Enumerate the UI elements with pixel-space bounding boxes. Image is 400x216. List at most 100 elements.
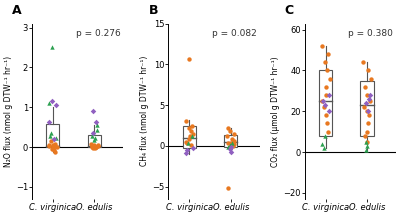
Point xyxy=(364,130,370,133)
Point xyxy=(48,139,54,143)
Point xyxy=(319,99,325,103)
Point xyxy=(49,147,56,151)
Point xyxy=(362,101,369,105)
Point xyxy=(366,97,372,101)
Point xyxy=(229,141,235,144)
Point xyxy=(46,102,52,105)
Point xyxy=(90,144,96,148)
Text: B: B xyxy=(148,3,158,17)
Point xyxy=(49,100,56,103)
Point xyxy=(326,110,332,113)
Point xyxy=(362,134,368,137)
Point xyxy=(185,142,192,145)
Point xyxy=(50,143,56,146)
Point xyxy=(186,138,192,141)
Point xyxy=(324,69,331,72)
Text: p = 0.082: p = 0.082 xyxy=(212,29,257,38)
Bar xyxy=(224,135,237,147)
Point xyxy=(89,145,95,149)
Point xyxy=(50,137,57,141)
Point xyxy=(228,151,234,154)
Point xyxy=(46,143,52,147)
Point xyxy=(182,120,189,123)
Point xyxy=(92,145,99,149)
Point xyxy=(46,144,52,148)
Point xyxy=(325,52,331,56)
Point xyxy=(88,142,94,146)
Point xyxy=(186,126,192,130)
Bar xyxy=(360,81,374,136)
Point xyxy=(94,129,100,132)
Point xyxy=(188,124,195,127)
Point xyxy=(231,132,238,135)
Point xyxy=(230,144,236,147)
Point xyxy=(190,147,196,150)
Point xyxy=(52,150,58,154)
Point xyxy=(326,77,333,80)
Text: C: C xyxy=(285,3,294,17)
Point xyxy=(190,132,196,135)
Point xyxy=(90,132,96,135)
Bar xyxy=(88,135,101,147)
Point xyxy=(91,147,98,150)
Text: p = 0.276: p = 0.276 xyxy=(76,29,121,38)
Point xyxy=(90,110,96,113)
Point xyxy=(324,122,330,125)
Point xyxy=(91,138,97,142)
Point xyxy=(52,142,58,146)
Point xyxy=(228,138,235,141)
Point xyxy=(367,93,373,97)
Point xyxy=(323,85,329,89)
Point xyxy=(90,132,96,135)
Point xyxy=(320,105,327,109)
Point xyxy=(319,142,325,146)
Y-axis label: CH₄ flux (nmol g DTW⁻¹ hr⁻¹): CH₄ flux (nmol g DTW⁻¹ hr⁻¹) xyxy=(140,56,149,167)
Y-axis label: N₂O flux (nmol g DTW⁻¹ hr⁻¹): N₂O flux (nmol g DTW⁻¹ hr⁻¹) xyxy=(4,56,13,167)
Point xyxy=(322,93,329,97)
Point xyxy=(362,85,368,89)
Point xyxy=(364,93,371,97)
Point xyxy=(46,121,52,124)
Point xyxy=(325,130,331,133)
Point xyxy=(188,130,194,133)
Point xyxy=(364,110,371,113)
Point xyxy=(367,99,374,103)
Point xyxy=(225,141,232,144)
Point xyxy=(92,121,99,124)
Point xyxy=(366,114,372,117)
Point xyxy=(361,105,367,109)
Point xyxy=(92,145,98,148)
Point xyxy=(93,124,100,127)
Point xyxy=(49,45,55,48)
Point xyxy=(227,143,234,147)
Point xyxy=(226,148,233,151)
Point xyxy=(231,139,238,143)
Point xyxy=(53,137,60,140)
Point xyxy=(231,143,237,146)
Text: A: A xyxy=(12,3,22,17)
Point xyxy=(227,130,234,133)
Point xyxy=(94,143,101,147)
Point xyxy=(363,140,369,144)
Point xyxy=(184,148,191,152)
Point xyxy=(365,69,371,72)
Bar xyxy=(182,125,196,148)
Point xyxy=(89,144,95,147)
Point xyxy=(326,93,332,97)
Point xyxy=(363,148,369,152)
Point xyxy=(92,137,98,140)
Point xyxy=(224,187,231,190)
Point xyxy=(188,143,194,147)
Point xyxy=(53,103,60,107)
Point xyxy=(50,146,56,150)
Point xyxy=(52,145,58,148)
Point xyxy=(320,99,326,103)
Point xyxy=(186,134,193,138)
Point xyxy=(91,145,97,148)
Point xyxy=(224,134,230,138)
Point xyxy=(360,60,366,64)
Point xyxy=(225,126,232,130)
Point xyxy=(364,144,370,148)
Point xyxy=(228,142,234,145)
Point xyxy=(322,60,328,64)
